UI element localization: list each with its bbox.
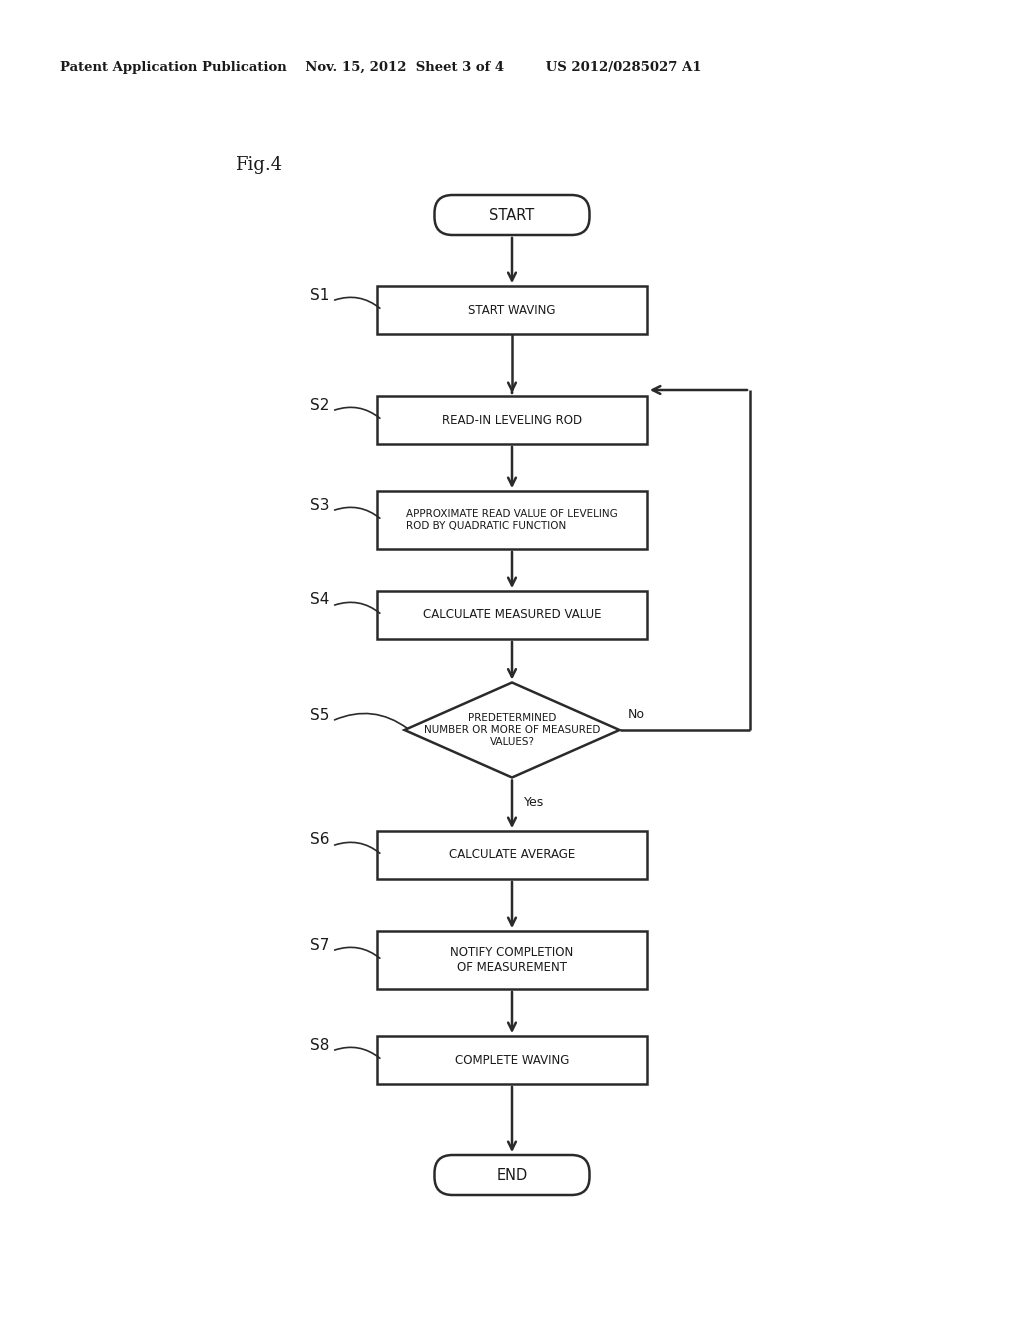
FancyBboxPatch shape [434,1155,590,1195]
Text: Yes: Yes [524,796,544,808]
Text: READ-IN LEVELING ROD: READ-IN LEVELING ROD [442,413,582,426]
Text: S2: S2 [310,397,330,412]
Text: S3: S3 [310,498,330,512]
Text: APPROXIMATE READ VALUE OF LEVELING
ROD BY QUADRATIC FUNCTION: APPROXIMATE READ VALUE OF LEVELING ROD B… [407,510,617,531]
Bar [377,931,647,989]
Bar [377,591,647,639]
Text: END: END [497,1167,527,1183]
Text: Fig.4: Fig.4 [234,156,283,174]
Text: S8: S8 [310,1038,330,1052]
Polygon shape [404,682,620,777]
Text: START: START [489,207,535,223]
Text: S4: S4 [310,593,330,607]
Text: S5: S5 [310,708,330,722]
Text: S7: S7 [310,937,330,953]
FancyBboxPatch shape [434,195,590,235]
Bar [377,491,647,549]
Bar [377,396,647,444]
Text: S1: S1 [310,288,330,302]
Text: START WAVING: START WAVING [468,304,556,317]
Text: No: No [628,709,644,722]
Bar [377,832,647,879]
Bar [377,1036,647,1084]
Text: Patent Application Publication    Nov. 15, 2012  Sheet 3 of 4         US 2012/02: Patent Application Publication Nov. 15, … [60,62,701,74]
Text: CALCULATE AVERAGE: CALCULATE AVERAGE [449,849,575,862]
Text: NOTIFY COMPLETION
OF MEASUREMENT: NOTIFY COMPLETION OF MEASUREMENT [451,946,573,974]
Bar [377,286,647,334]
Text: S6: S6 [310,833,330,847]
Text: CALCULATE MEASURED VALUE: CALCULATE MEASURED VALUE [423,609,601,622]
Text: COMPLETE WAVING: COMPLETE WAVING [455,1053,569,1067]
Text: PREDETERMINED
NUMBER OR MORE OF MEASURED
VALUES?: PREDETERMINED NUMBER OR MORE OF MEASURED… [424,713,600,747]
